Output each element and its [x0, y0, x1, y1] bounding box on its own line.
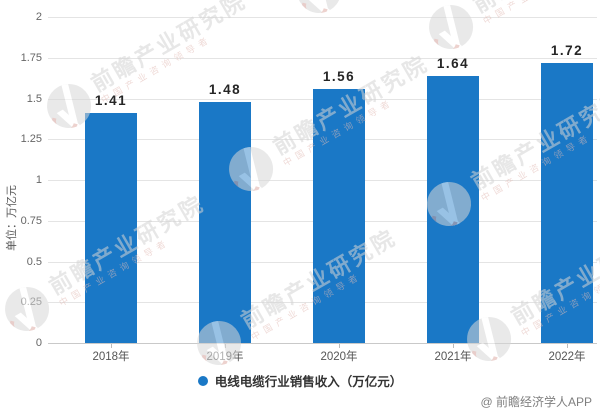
x-axis-label: 2018年 [92, 351, 130, 363]
x-tick-mark [339, 344, 340, 348]
bar-value-label: 1.64 [436, 55, 470, 71]
y-tick-label: 0.75 [20, 214, 42, 227]
x-axis-line [48, 343, 597, 344]
y-tick-label: 1.5 [26, 92, 42, 105]
bar-2022年 [541, 62, 593, 343]
y-tick-label: 0.25 [20, 296, 42, 309]
y-tick-label: 1.75 [20, 51, 42, 64]
bar-2018年 [85, 113, 137, 343]
bar-value-label: 1.41 [94, 93, 128, 109]
gridline [48, 17, 597, 18]
gridline [48, 57, 597, 59]
bar-2020年 [313, 88, 365, 343]
x-axis-label: 2020年 [320, 351, 358, 363]
x-tick-mark [111, 344, 112, 348]
copyright-text: @ 前瞻经济学人APP [480, 395, 592, 409]
x-tick-mark [567, 344, 568, 348]
legend-label: 电线电缆行业销售收入（万亿元） [214, 375, 403, 389]
bar-value-label: 1.56 [322, 68, 356, 84]
y-tick-label: 1 [35, 174, 42, 186]
legend-marker-icon [197, 375, 208, 386]
bar-value-label: 1.48 [208, 81, 242, 97]
y-tick-label: 0.5 [26, 255, 42, 268]
y-axis-unit-label: 单位：万亿元 [6, 185, 18, 251]
x-axis-label: 2021年 [434, 351, 472, 363]
bar-2019年 [199, 101, 251, 343]
x-axis-label: 2022年 [548, 351, 586, 363]
legend: 电线电缆行业销售收入（万亿元） [0, 371, 600, 390]
x-tick-mark [453, 344, 454, 348]
y-tick-label: 1.25 [20, 133, 42, 146]
bar-value-label: 1.72 [550, 42, 584, 58]
x-axis-label: 2019年 [206, 351, 244, 363]
bar-2021年 [427, 75, 479, 343]
y-tick-label: 0 [35, 337, 42, 349]
y-tick-label: 2 [35, 11, 42, 23]
